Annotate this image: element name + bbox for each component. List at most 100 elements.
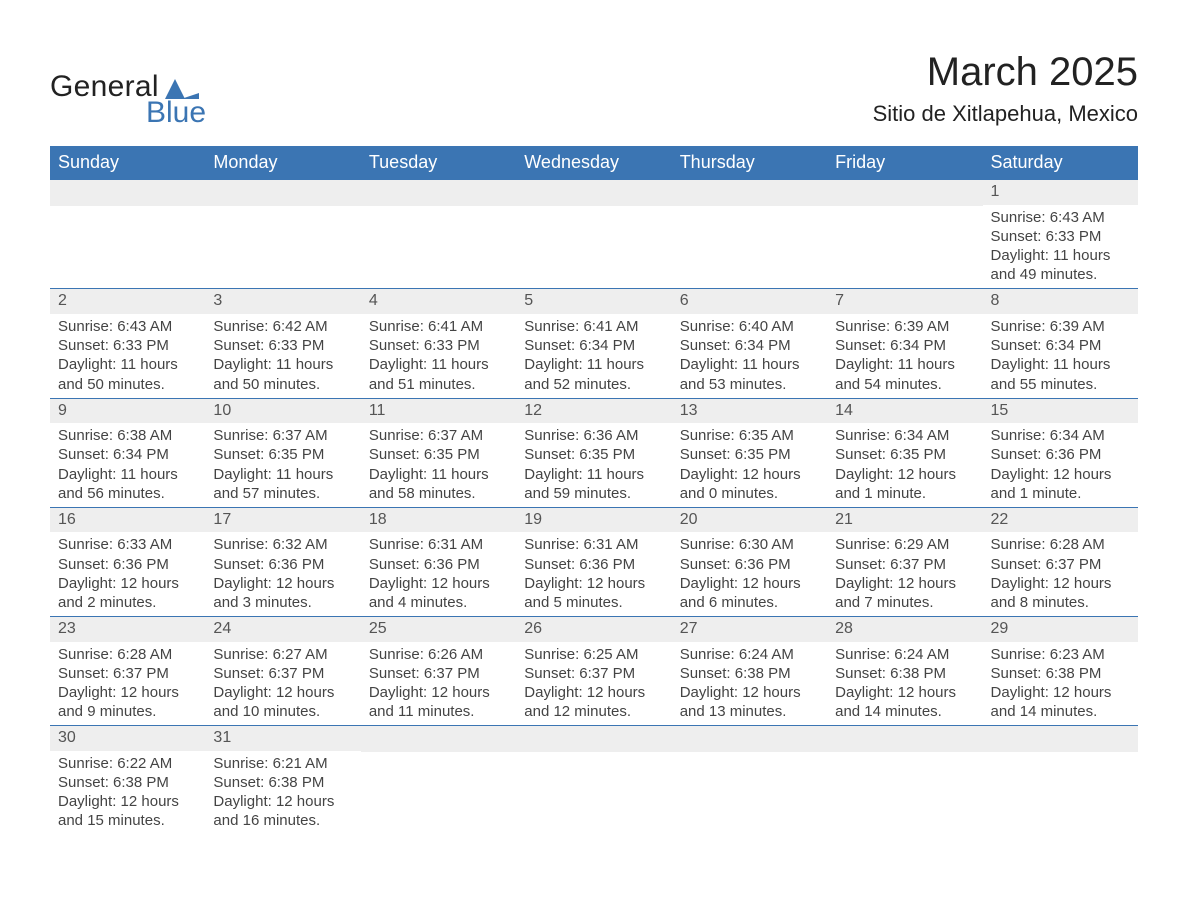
day-detail-dl2: and 4 minutes. [369,593,508,612]
day-detail-dl2: and 7 minutes. [835,593,974,612]
day-detail-sunset: Sunset: 6:35 PM [213,445,352,464]
day-detail-dl2: and 14 minutes. [835,702,974,721]
day-detail-dl2: and 14 minutes. [991,702,1130,721]
day-number [50,180,205,206]
calendar-cell: 17Sunrise: 6:32 AMSunset: 6:36 PMDayligh… [205,508,360,616]
weekday-col: Monday [205,146,360,180]
day-number: 10 [205,399,360,423]
day-detail-sunset: Sunset: 6:37 PM [369,664,508,683]
day-detail-sunrise: Sunrise: 6:30 AM [680,535,819,554]
day-detail-sunrise: Sunrise: 6:28 AM [991,535,1130,554]
page-subtitle: Sitio de Xitlapehua, Mexico [873,101,1138,127]
day-detail-dl2: and 0 minutes. [680,484,819,503]
calendar-cell [205,180,360,288]
day-number: 28 [827,617,982,641]
day-detail-sunrise: Sunrise: 6:41 AM [369,317,508,336]
calendar-cell: 8Sunrise: 6:39 AMSunset: 6:34 PMDaylight… [983,289,1138,397]
day-detail-sunset: Sunset: 6:34 PM [991,336,1130,355]
day-detail-sunrise: Sunrise: 6:42 AM [213,317,352,336]
calendar-cell: 18Sunrise: 6:31 AMSunset: 6:36 PMDayligh… [361,508,516,616]
day-detail-dl1: Daylight: 11 hours [58,465,197,484]
day-detail-sunset: Sunset: 6:36 PM [369,555,508,574]
day-detail-dl1: Daylight: 12 hours [835,574,974,593]
day-detail-dl1: Daylight: 11 hours [524,355,663,374]
day-detail-dl1: Daylight: 12 hours [58,574,197,593]
day-detail-dl2: and 5 minutes. [524,593,663,612]
day-number: 22 [983,508,1138,532]
day-detail-dl2: and 52 minutes. [524,375,663,394]
day-detail-sunset: Sunset: 6:35 PM [524,445,663,464]
day-detail-dl1: Daylight: 11 hours [524,465,663,484]
day-detail-dl2: and 59 minutes. [524,484,663,503]
calendar-cell: 20Sunrise: 6:30 AMSunset: 6:36 PMDayligh… [672,508,827,616]
day-detail-dl1: Daylight: 12 hours [680,465,819,484]
calendar-cell [827,180,982,288]
day-detail-sunrise: Sunrise: 6:39 AM [835,317,974,336]
day-number: 21 [827,508,982,532]
day-detail-dl2: and 50 minutes. [58,375,197,394]
weeks-container: 1Sunrise: 6:43 AMSunset: 6:33 PMDaylight… [50,180,1138,834]
day-detail-sunrise: Sunrise: 6:27 AM [213,645,352,664]
day-detail-sunset: Sunset: 6:33 PM [369,336,508,355]
day-detail-dl2: and 15 minutes. [58,811,197,830]
day-number [983,726,1138,752]
day-detail-sunrise: Sunrise: 6:31 AM [524,535,663,554]
day-number [516,180,671,206]
calendar-cell [361,726,516,834]
calendar-cell: 21Sunrise: 6:29 AMSunset: 6:37 PMDayligh… [827,508,982,616]
day-detail-sunset: Sunset: 6:38 PM [58,773,197,792]
day-number: 5 [516,289,671,313]
day-number [827,726,982,752]
day-detail-sunrise: Sunrise: 6:24 AM [680,645,819,664]
day-detail-sunrise: Sunrise: 6:33 AM [58,535,197,554]
day-detail-dl2: and 6 minutes. [680,593,819,612]
weekday-col: Thursday [672,146,827,180]
day-detail-dl2: and 1 minute. [991,484,1130,503]
weekday-col: Friday [827,146,982,180]
calendar-cell: 27Sunrise: 6:24 AMSunset: 6:38 PMDayligh… [672,617,827,725]
day-detail-sunrise: Sunrise: 6:24 AM [835,645,974,664]
day-detail-sunrise: Sunrise: 6:37 AM [369,426,508,445]
calendar-page: General Blue March 2025 Sitio de Xitlape… [0,0,1188,918]
day-number: 27 [672,617,827,641]
day-number [361,180,516,206]
day-number: 11 [361,399,516,423]
day-detail-dl2: and 57 minutes. [213,484,352,503]
day-number: 29 [983,617,1138,641]
calendar-cell [516,726,671,834]
day-number: 24 [205,617,360,641]
day-number: 14 [827,399,982,423]
day-detail-dl1: Daylight: 11 hours [835,355,974,374]
page-title: March 2025 [873,50,1138,95]
day-detail-sunrise: Sunrise: 6:37 AM [213,426,352,445]
calendar-cell: 14Sunrise: 6:34 AMSunset: 6:35 PMDayligh… [827,399,982,507]
day-detail-dl1: Daylight: 11 hours [58,355,197,374]
calendar-cell: 1Sunrise: 6:43 AMSunset: 6:33 PMDaylight… [983,180,1138,288]
day-number: 15 [983,399,1138,423]
day-detail-dl1: Daylight: 12 hours [58,792,197,811]
calendar-cell: 11Sunrise: 6:37 AMSunset: 6:35 PMDayligh… [361,399,516,507]
day-detail-dl1: Daylight: 12 hours [991,574,1130,593]
day-detail-dl1: Daylight: 11 hours [213,355,352,374]
day-detail-sunset: Sunset: 6:34 PM [680,336,819,355]
day-detail-sunrise: Sunrise: 6:39 AM [991,317,1130,336]
calendar-cell: 28Sunrise: 6:24 AMSunset: 6:38 PMDayligh… [827,617,982,725]
calendar-cell: 5Sunrise: 6:41 AMSunset: 6:34 PMDaylight… [516,289,671,397]
day-detail-sunrise: Sunrise: 6:31 AM [369,535,508,554]
day-detail-sunrise: Sunrise: 6:41 AM [524,317,663,336]
day-detail-dl2: and 11 minutes. [369,702,508,721]
day-detail-sunset: Sunset: 6:36 PM [991,445,1130,464]
day-detail-sunrise: Sunrise: 6:36 AM [524,426,663,445]
day-detail-dl1: Daylight: 11 hours [680,355,819,374]
titles: March 2025 Sitio de Xitlapehua, Mexico [873,50,1138,127]
day-detail-sunset: Sunset: 6:35 PM [369,445,508,464]
day-detail-dl1: Daylight: 12 hours [213,792,352,811]
day-detail-dl2: and 56 minutes. [58,484,197,503]
day-detail-dl2: and 58 minutes. [369,484,508,503]
calendar-week: 2Sunrise: 6:43 AMSunset: 6:33 PMDaylight… [50,289,1138,398]
calendar-cell [672,726,827,834]
day-number: 23 [50,617,205,641]
day-number: 8 [983,289,1138,313]
day-number: 18 [361,508,516,532]
brand-word-1: General [50,70,159,103]
